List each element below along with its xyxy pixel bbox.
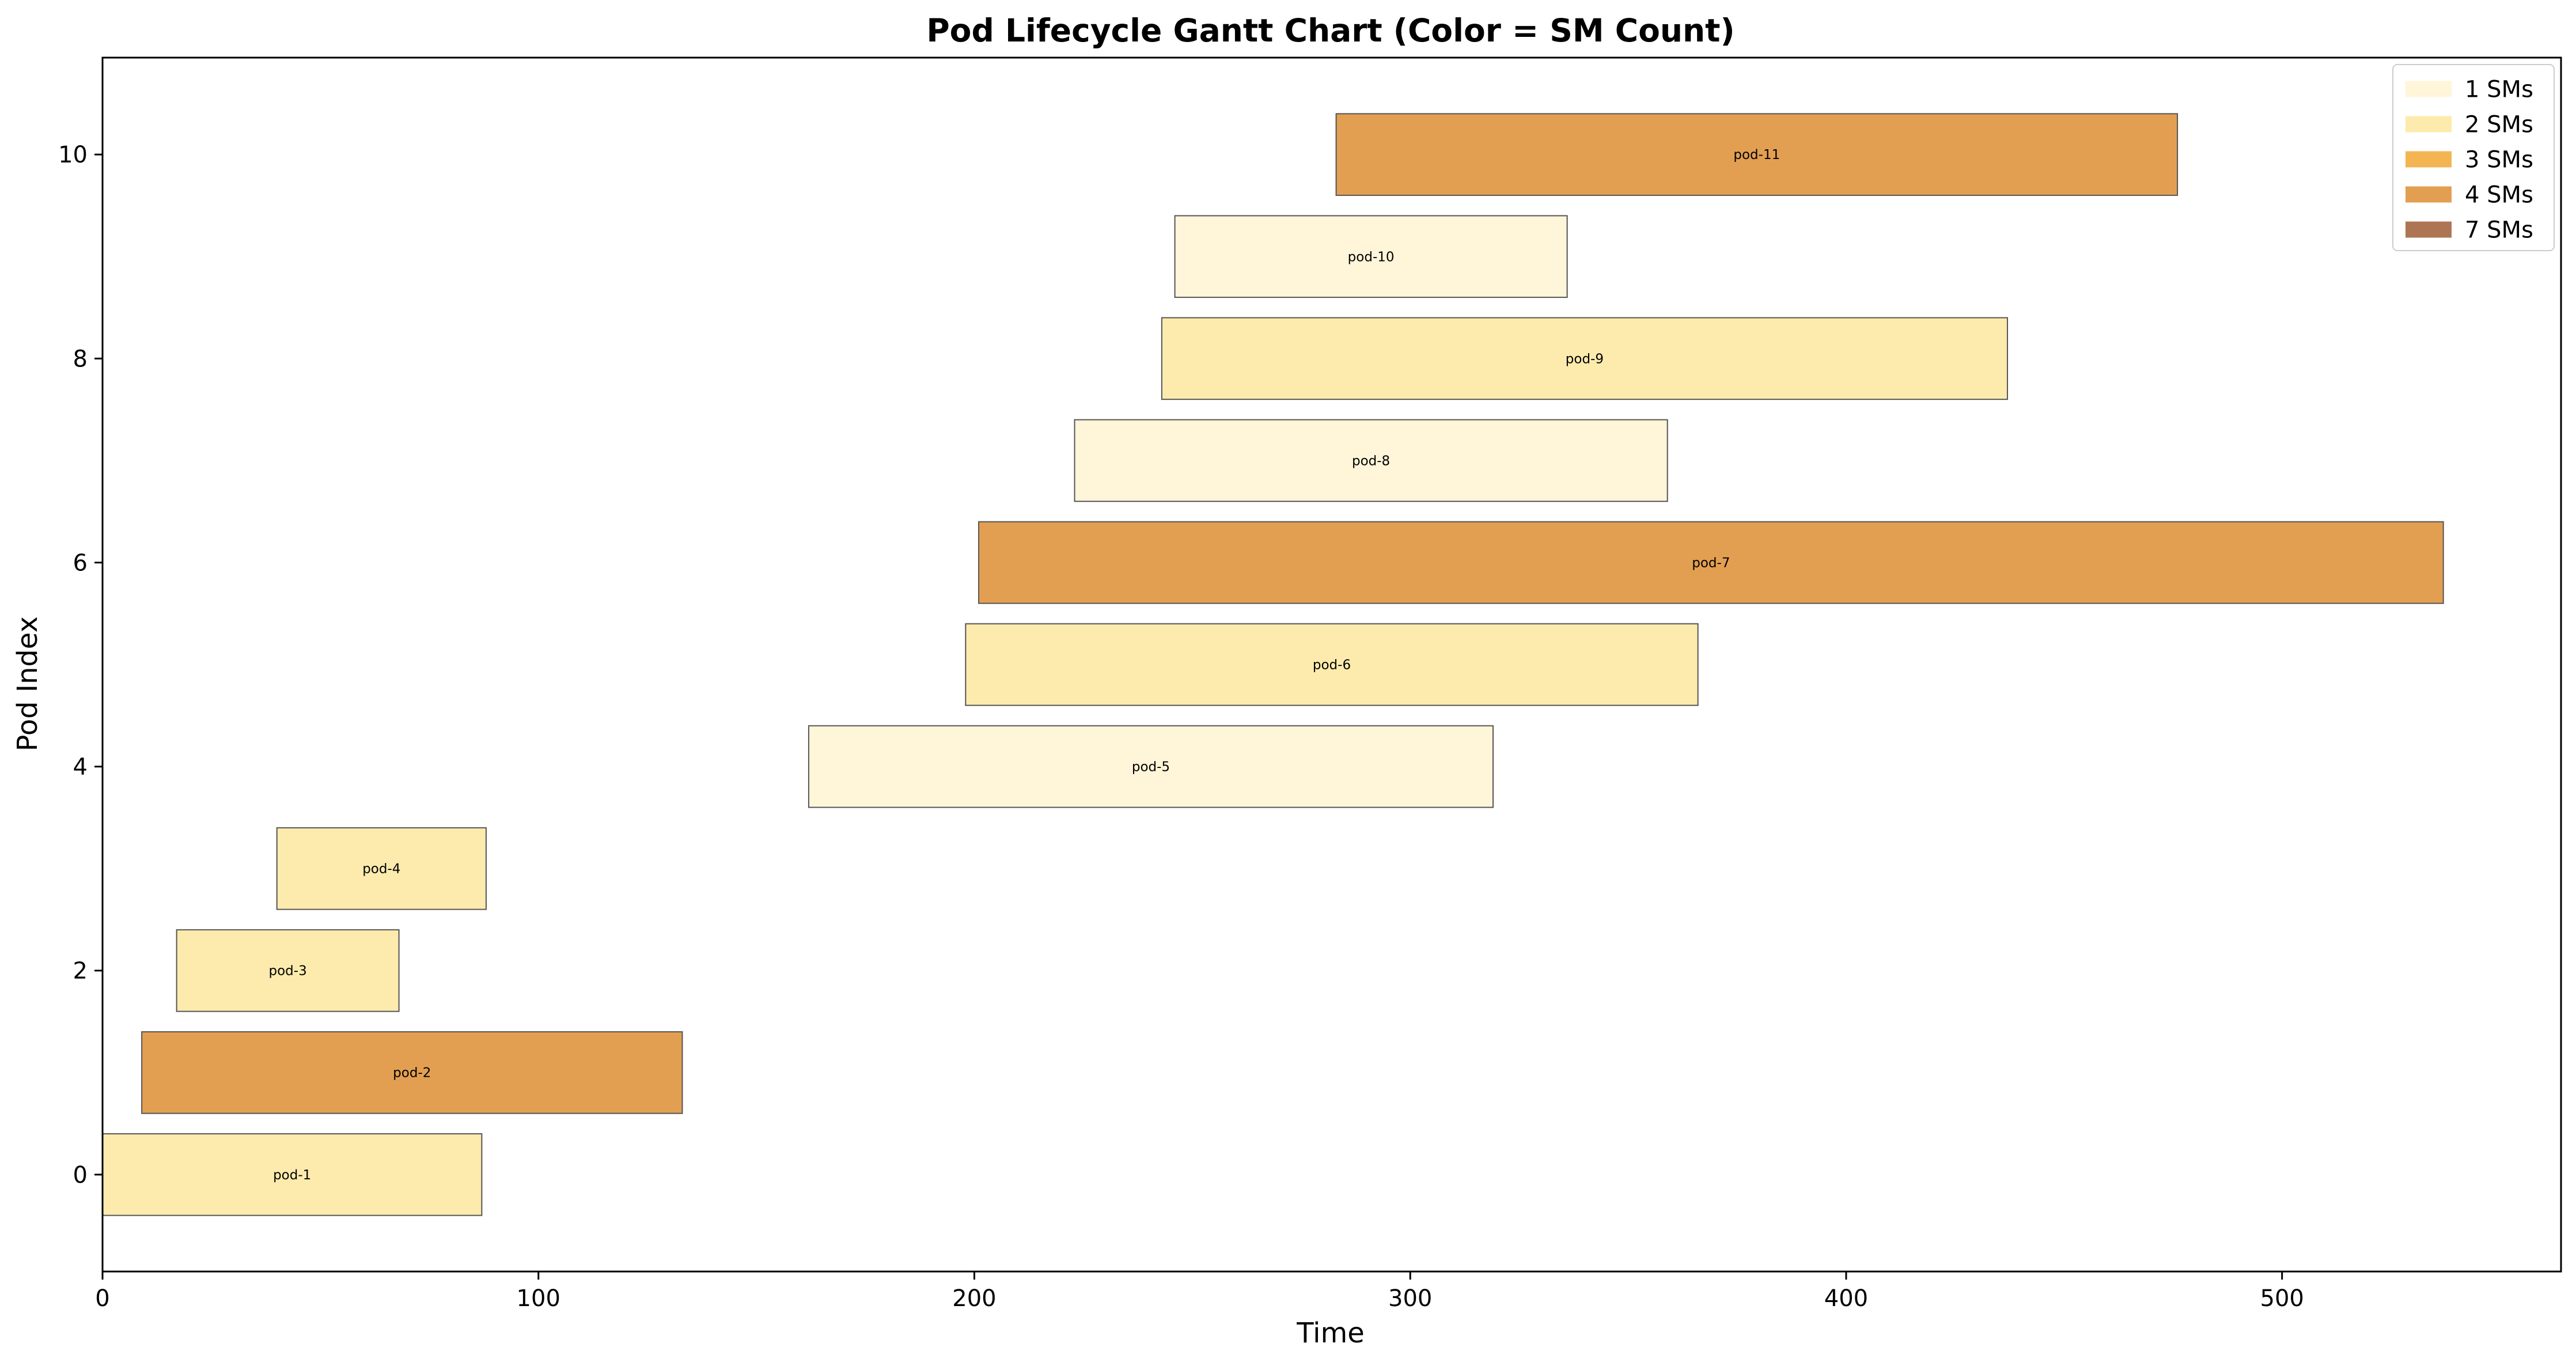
x-tick-label: 400 [1824, 1285, 1868, 1312]
x-tick-label: 300 [1388, 1285, 1432, 1312]
y-tick-label: 10 [58, 142, 88, 168]
legend-box [2392, 64, 2555, 251]
bar-label-pod-2: pod-2 [393, 1066, 431, 1081]
legend-label: 3 SMs [2465, 147, 2533, 173]
x-axis-label: Time [1296, 1317, 1364, 1349]
bar-pod-8 [1074, 419, 1668, 502]
plot-frame [101, 56, 2562, 1273]
bar-pod-6 [965, 623, 1699, 706]
y-tick-label: 0 [73, 1162, 88, 1189]
y-tick-label: 6 [73, 550, 88, 576]
bar-label-pod-10: pod-10 [1348, 249, 1395, 264]
x-tick-label: 0 [95, 1285, 109, 1312]
x-tick-label: 200 [952, 1285, 996, 1312]
y-axis-label: Pod Index [12, 616, 44, 751]
bar-pod-4 [276, 827, 487, 910]
chart-title: Pod Lifecycle Gantt Chart (Color = SM Co… [926, 12, 1734, 49]
bar-label-pod-7: pod-7 [1692, 555, 1730, 570]
bar-pod-7 [978, 521, 2444, 604]
legend-swatch [2405, 221, 2452, 238]
bar-label-pod-11: pod-11 [1733, 147, 1780, 162]
legend-swatch [2405, 186, 2452, 203]
x-tick-label: 100 [517, 1285, 560, 1312]
bar-pod-10 [1174, 215, 1568, 298]
bar-pod-3 [176, 929, 400, 1012]
plot-area: pod-1 pod-2 pod-3 pod-4 pod-5 pod-6 pod-7 pod-8… [102, 113, 2444, 1216]
legend-swatch [2405, 81, 2452, 97]
legend-swatch [2405, 151, 2452, 168]
bar-label-pod-8: pod-8 [1352, 453, 1390, 468]
bar-label-pod-9: pod-9 [1566, 351, 1604, 366]
bar-label-pod-3: pod-3 [269, 964, 307, 979]
x-axis: 0 100 200 300 400 500 [95, 1272, 2304, 1312]
bar-pod-1 [102, 1133, 483, 1216]
y-tick-label: 2 [73, 958, 88, 985]
bar-pod-5 [808, 725, 1494, 808]
bar-pod-9 [1161, 317, 2008, 400]
bar-label-pod-6: pod-6 [1313, 658, 1351, 673]
bar-pod-2 [141, 1031, 683, 1114]
bar-label-pod-5: pod-5 [1132, 760, 1170, 775]
legend-label: 2 SMs [2465, 112, 2533, 138]
legend-label: 7 SMs [2465, 217, 2533, 244]
legend: 1 SMs 2 SMs 3 SMs 4 SMs 7 SMs [2392, 64, 2555, 251]
x-tick-label: 500 [2260, 1285, 2304, 1312]
y-tick-label: 8 [73, 346, 88, 372]
y-axis: 0 2 4 6 8 10 [58, 142, 103, 1189]
bar-pod-11 [1335, 113, 2179, 196]
legend-swatch [2405, 116, 2452, 133]
legend-label: 1 SMs [2465, 77, 2533, 103]
y-tick-label: 4 [73, 754, 88, 781]
legend-label: 4 SMs [2465, 182, 2533, 209]
bar-label-pod-4: pod-4 [362, 862, 400, 877]
bar-label-pod-1: pod-1 [273, 1168, 311, 1183]
